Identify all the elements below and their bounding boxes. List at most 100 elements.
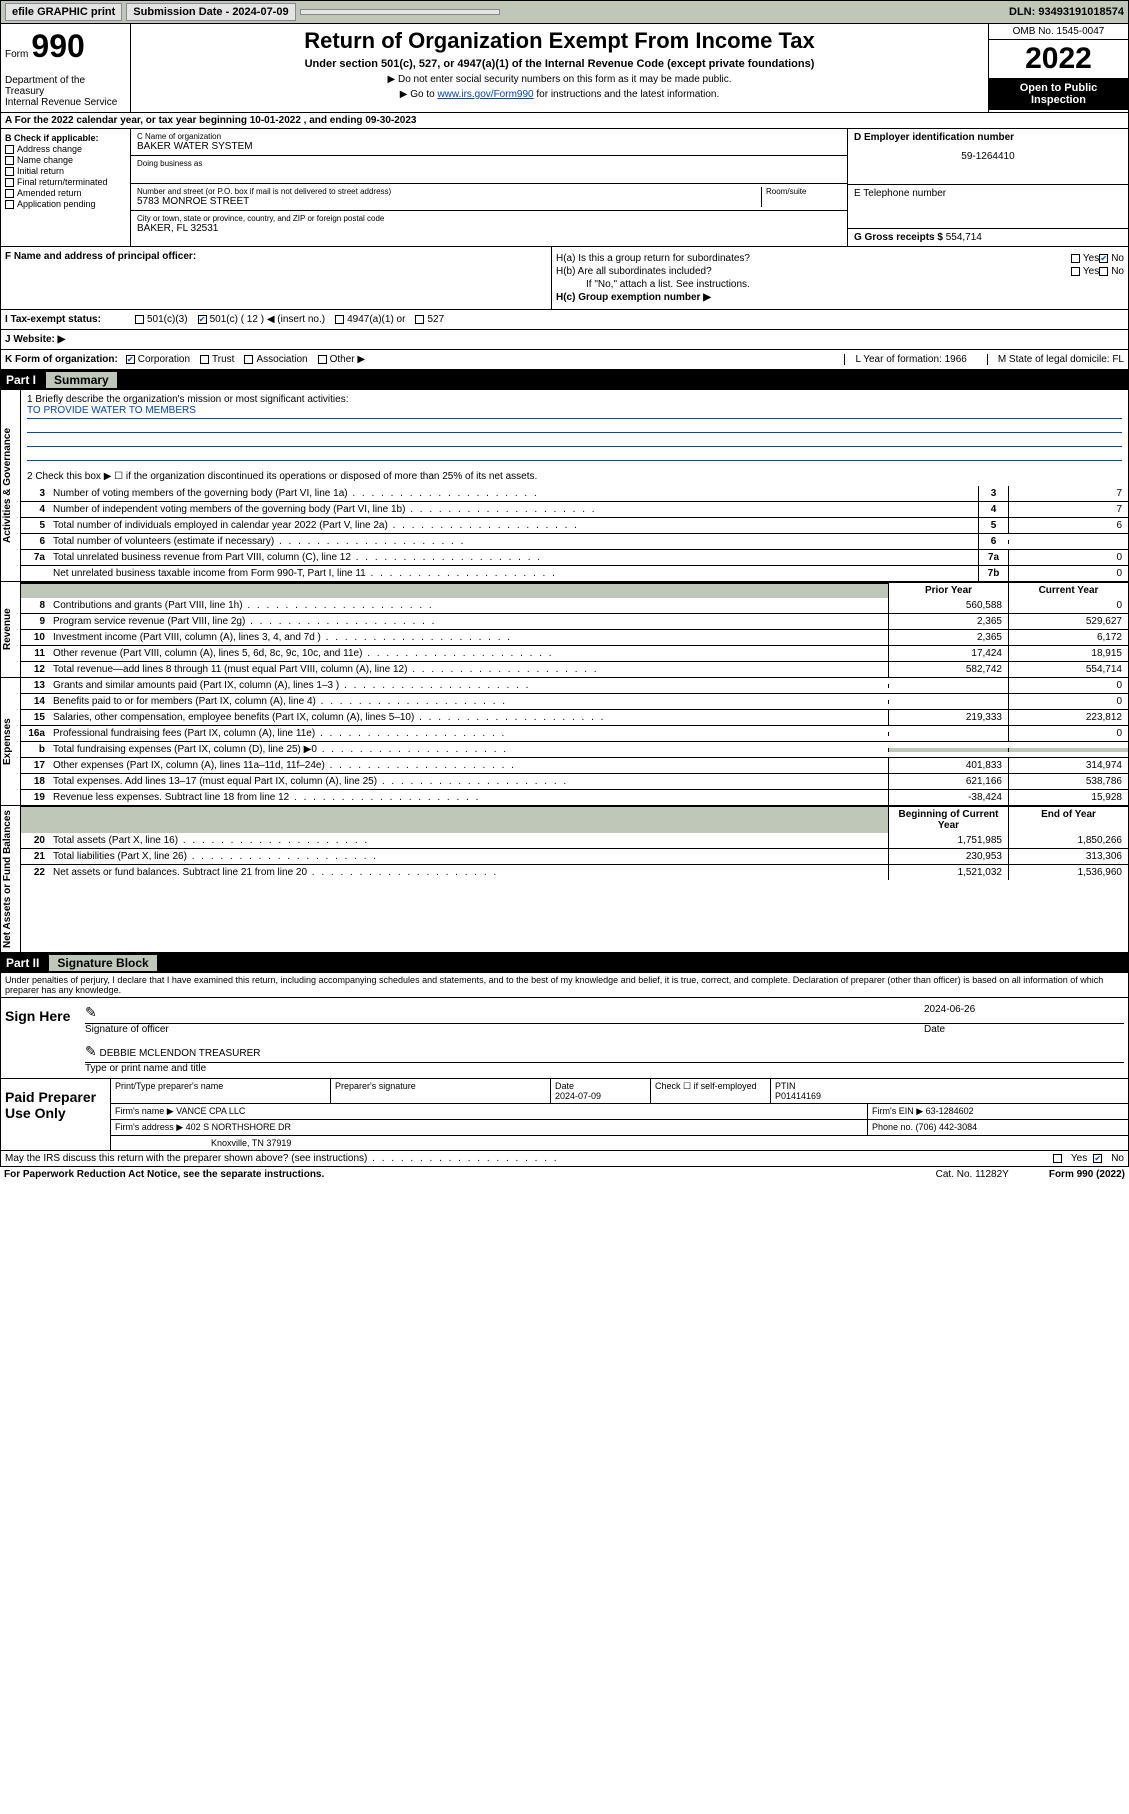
chk-corp[interactable]	[126, 355, 135, 364]
chk-final[interactable]	[5, 178, 14, 187]
blank-btn[interactable]	[300, 9, 500, 15]
col-c: C Name of organization BAKER WATER SYSTE…	[131, 129, 1128, 246]
chk-amended[interactable]	[5, 189, 14, 198]
discuss-row: May the IRS discuss this return with the…	[0, 1151, 1129, 1167]
tel-label: E Telephone number	[854, 188, 1122, 199]
part-1-header: Part I Summary	[0, 370, 1129, 390]
summary: Activities & Governance 1 Briefly descri…	[0, 390, 1129, 953]
line-3: 3Number of voting members of the governi…	[21, 486, 1128, 501]
row-f: F Name and address of principal officer:	[1, 247, 551, 309]
year-formation: L Year of formation: 1966	[844, 354, 966, 365]
topbar: efile GRAPHIC print Submission Date - 20…	[0, 0, 1129, 24]
na-line-22: 22Net assets or fund balances. Subtract …	[21, 864, 1128, 880]
chk-initial[interactable]	[5, 167, 14, 176]
line-6: 6Total number of volunteers (estimate if…	[21, 533, 1128, 549]
city-label: City or town, state or province, country…	[137, 214, 841, 223]
org-name: BAKER WATER SYSTEM	[137, 141, 841, 152]
signature-block: Under penalties of perjury, I declare th…	[0, 973, 1129, 1151]
header-left: Form 990 Department of the Treasury Inte…	[1, 24, 131, 112]
addr: 5783 MONROE STREET	[137, 196, 761, 207]
col-b: B Check if applicable: Address change Na…	[1, 129, 131, 246]
line-7a: 7aTotal unrelated business revenue from …	[21, 549, 1128, 565]
row-k: K Form of organization: Corporation Trus…	[0, 350, 1129, 370]
dept: Department of the Treasury Internal Reve…	[5, 75, 126, 108]
chk-501c3[interactable]	[135, 315, 144, 324]
ha-no[interactable]	[1099, 254, 1108, 263]
block-bc: B Check if applicable: Address change Na…	[0, 129, 1129, 247]
subtitle-1: Under section 501(c), 527, or 4947(a)(1)…	[139, 58, 980, 70]
exp-line-19: 19Revenue less expenses. Subtract line 1…	[21, 789, 1128, 805]
exp-line-b: bTotal fundraising expenses (Part IX, co…	[21, 741, 1128, 757]
gross-label: G Gross receipts $	[854, 232, 943, 243]
bottom-row: For Paperwork Reduction Act Notice, see …	[0, 1167, 1129, 1182]
header: Form 990 Department of the Treasury Inte…	[0, 24, 1129, 113]
chk-other[interactable]	[318, 355, 327, 364]
na-line-21: 21Total liabilities (Part X, line 26)230…	[21, 848, 1128, 864]
vtab-exp: Expenses	[1, 678, 21, 805]
dln: DLN: 93493191018574	[1009, 6, 1124, 18]
chk-527[interactable]	[415, 315, 424, 324]
ha-yes[interactable]	[1071, 254, 1080, 263]
room-label: Room/suite	[766, 187, 841, 196]
mission-text: TO PROVIDE WATER TO MEMBERS	[27, 405, 1122, 419]
discuss-no[interactable]	[1093, 1154, 1102, 1163]
line-5: 5Total number of individuals employed in…	[21, 517, 1128, 533]
dba-label: Doing business as	[137, 159, 841, 168]
sig-date: 2024-06-26	[924, 1004, 1124, 1021]
form-number: 990	[31, 28, 84, 64]
col-b-label: B Check if applicable:	[5, 133, 126, 143]
subtitle-2a: ▶ Do not enter social security numbers o…	[139, 74, 980, 85]
vtab-na: Net Assets or Fund Balances	[1, 806, 21, 952]
state-domicile: M State of legal domicile: FL	[987, 354, 1124, 365]
exp-line-14: 14Benefits paid to or for members (Part …	[21, 693, 1128, 709]
line-4: 4Number of independent voting members of…	[21, 501, 1128, 517]
tax-year: 2022	[989, 40, 1128, 78]
exp-line-18: 18Total expenses. Add lines 13–17 (must …	[21, 773, 1128, 789]
name-label: C Name of organization	[137, 132, 841, 141]
rev-line-12: 12Total revenue—add lines 8 through 11 (…	[21, 661, 1128, 677]
prep-label: Paid Preparer Use Only	[1, 1079, 111, 1150]
officer-name: DEBBIE MCLENDON TREASURER	[100, 1048, 261, 1059]
rev-line-10: 10Investment income (Part VIII, column (…	[21, 629, 1128, 645]
exp-line-16a: 16aProfessional fundraising fees (Part I…	[21, 725, 1128, 741]
form-label: Form	[5, 49, 28, 60]
irs-link[interactable]: www.irs.gov/Form990	[437, 89, 533, 100]
addr-label: Number and street (or P.O. box if mail i…	[137, 187, 761, 196]
sig-declaration: Under penalties of perjury, I declare th…	[1, 973, 1128, 997]
part-2-header: Part II Signature Block	[0, 953, 1129, 973]
ein-label: D Employer identification number	[854, 132, 1014, 143]
sign-here-label: Sign Here	[1, 998, 81, 1078]
line-7b: Net unrelated business taxable income fr…	[21, 565, 1128, 581]
chk-name[interactable]	[5, 156, 14, 165]
form-ref: Form 990 (2022)	[1049, 1169, 1125, 1180]
city: BAKER, FL 32531	[137, 223, 841, 234]
hb-yes[interactable]	[1071, 267, 1080, 276]
rev-line-11: 11Other revenue (Part VIII, column (A), …	[21, 645, 1128, 661]
rev-line-9: 9Program service revenue (Part VIII, lin…	[21, 613, 1128, 629]
discuss-yes[interactable]	[1053, 1154, 1062, 1163]
rev-line-8: 8Contributions and grants (Part VIII, li…	[21, 598, 1128, 613]
chk-address[interactable]	[5, 145, 14, 154]
form-title: Return of Organization Exempt From Incom…	[139, 28, 980, 54]
exp-line-13: 13Grants and similar amounts paid (Part …	[21, 678, 1128, 693]
na-line-20: 20Total assets (Part X, line 16)1,751,98…	[21, 833, 1128, 848]
chk-pending[interactable]	[5, 200, 14, 209]
chk-trust[interactable]	[200, 355, 209, 364]
hb-no[interactable]	[1099, 267, 1108, 276]
subtitle-2b: ▶ Go to www.irs.gov/Form990 for instruct…	[139, 89, 980, 100]
efile-btn[interactable]: efile GRAPHIC print	[5, 3, 122, 21]
ein: 59-1264410	[854, 151, 1122, 162]
row-a: A For the 2022 calendar year, or tax yea…	[0, 113, 1129, 129]
chk-4947[interactable]	[335, 315, 344, 324]
exp-line-15: 15Salaries, other compensation, employee…	[21, 709, 1128, 725]
submission-btn[interactable]: Submission Date - 2024-07-09	[126, 3, 295, 21]
vtab-rev: Revenue	[1, 582, 21, 677]
header-right: OMB No. 1545-0047 2022 Open to Public In…	[988, 24, 1128, 112]
exp-line-17: 17Other expenses (Part IX, column (A), l…	[21, 757, 1128, 773]
chk-assoc[interactable]	[244, 355, 253, 364]
row-fhg: F Name and address of principal officer:…	[0, 247, 1129, 310]
chk-501c[interactable]	[198, 315, 207, 324]
vtab-gov: Activities & Governance	[1, 390, 21, 581]
row-j: J Website: ▶	[0, 330, 1129, 350]
row-i: I Tax-exempt status: 501(c)(3) 501(c) ( …	[0, 310, 1129, 330]
